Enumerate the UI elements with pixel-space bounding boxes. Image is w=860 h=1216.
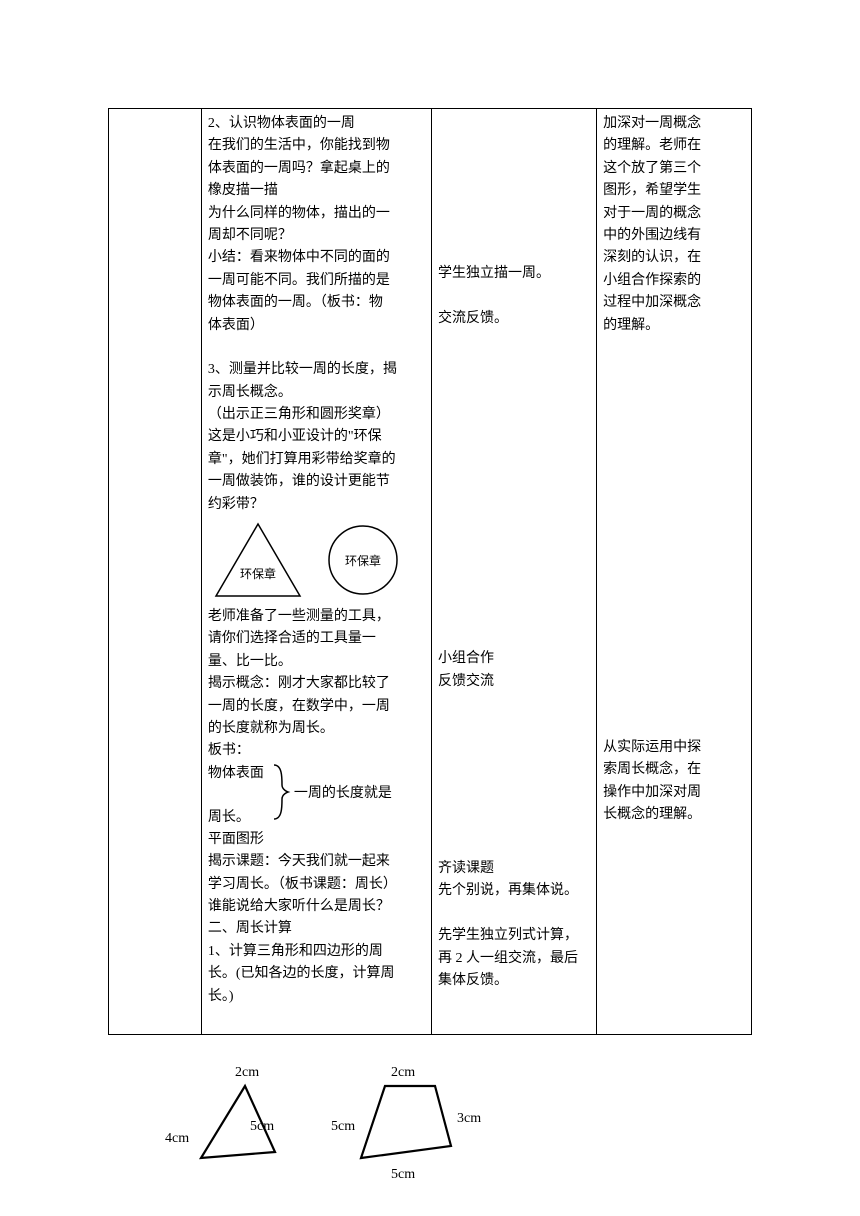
text: 先个别说，再集体说。: [438, 880, 590, 902]
text: 谁能说给大家听什么是周长？: [208, 896, 425, 918]
text: 二、周长计算: [208, 918, 425, 940]
footer-quad-icon: [361, 1086, 451, 1158]
triangle-label: 环保章: [240, 566, 276, 581]
cell-student-activity: 学生独立描一周。 交流反馈。 小组合作 反馈交流 齐读课题 先个别说，再集体说。…: [432, 109, 597, 1035]
text: 长概念的理解。: [603, 804, 745, 826]
text: 从实际运用中探: [603, 737, 745, 759]
text: 老师准备了一些测量的工具，: [208, 606, 425, 628]
lesson-plan-table: 2、认识物体表面的一周 在我们的生活中，你能找到物 体表面的一周吗？拿起桌上的 …: [108, 108, 752, 1035]
text: 量、比一比。: [208, 651, 425, 673]
text: 一周可能不同。我们所描的是: [208, 270, 425, 292]
text: 齐读课题: [438, 858, 590, 880]
cell-teacher-activity: 2、认识物体表面的一周 在我们的生活中，你能找到物 体表面的一周吗？拿起桌上的 …: [201, 109, 431, 1035]
text: 3、测量并比较一周的长度，揭: [208, 359, 425, 381]
label: 5cm: [391, 1167, 415, 1182]
text: 小结：看来物体中不同的面的: [208, 247, 425, 269]
text: 这是小巧和小亚设计的"环保: [208, 426, 425, 448]
text: 示周长概念。: [208, 382, 425, 404]
page-root: 2、认识物体表面的一周 在我们的生活中，你能找到物 体表面的一周吗？拿起桌上的 …: [0, 0, 860, 1216]
label: 2cm: [235, 1065, 259, 1080]
text: 中的外围边线有: [603, 225, 745, 247]
label: 2cm: [391, 1065, 415, 1080]
text: 再 2 人一组交流，最后: [438, 948, 590, 970]
text: 在我们的生活中，你能找到物: [208, 135, 425, 157]
text: 这个放了第三个: [603, 158, 745, 180]
text: 为什么同样的物体，描出的一: [208, 203, 425, 225]
text: 的长度就称为周长。: [208, 718, 425, 740]
text: 平面图形: [208, 829, 425, 851]
text: 橡皮描一描: [208, 180, 425, 202]
cell-design-intent: 加深对一周概念 的理解。老师在 这个放了第三个 图形，希望学生 对于一周的概念 …: [597, 109, 752, 1035]
text: 章"，她们打算用彩带给奖章的: [208, 449, 425, 471]
text: 索周长概念，在: [603, 759, 745, 781]
label: 4cm: [165, 1131, 189, 1146]
text: 操作中加深对周: [603, 782, 745, 804]
text: 过程中加深概念: [603, 292, 745, 314]
text: 先学生独立列式计算，: [438, 925, 590, 947]
label: 3cm: [457, 1111, 481, 1126]
label: 5cm: [331, 1119, 355, 1134]
text: 学生独立描一周。: [438, 263, 590, 285]
text: 一周的长度就是: [294, 783, 392, 805]
text: 1、计算三角形和四边形的周: [208, 941, 425, 963]
text: 反馈交流: [438, 671, 590, 693]
text: （出示正三角形和圆形奖章）: [208, 404, 425, 426]
badge-shapes: 环保章 环保章: [208, 516, 418, 606]
text: 揭示概念：刚才大家都比较了: [208, 673, 425, 695]
text: 体表面）: [208, 315, 425, 337]
brace-block: 物体表面 周长。 一周的长度就是: [208, 763, 425, 829]
text: 2、认识物体表面的一周: [208, 113, 425, 135]
text: 学习周长。（板书课题：周长）: [208, 874, 425, 896]
text: 一周做装饰，谁的设计更能节: [208, 471, 425, 493]
text: 的理解。老师在: [603, 135, 745, 157]
text: 的理解。: [603, 315, 745, 337]
text: 揭示课题：今天我们就一起来: [208, 851, 425, 873]
text: 交流反馈。: [438, 308, 590, 330]
text: 小组合作探索的: [603, 270, 745, 292]
footer-geometry-shapes: 2cm 4cm 5cm 2cm 5cm 3cm 5cm: [155, 1062, 575, 1192]
circle-label: 环保章: [345, 553, 381, 568]
cell-col1: [109, 109, 202, 1035]
text: 图形，希望学生: [603, 180, 745, 202]
text: 一周的长度，在数学中，一周: [208, 696, 425, 718]
label: 5cm: [250, 1119, 274, 1134]
text: 长。): [208, 986, 425, 1008]
text: 集体反馈。: [438, 970, 590, 992]
brace-icon: [270, 763, 292, 821]
text: 对于一周的概念: [603, 203, 745, 225]
text: 物体表面的一周。（板书：物: [208, 292, 425, 314]
text: 加深对一周概念: [603, 113, 745, 135]
text: 物体表面: [208, 763, 264, 785]
text: 体表面的一周吗？拿起桌上的: [208, 158, 425, 180]
text: 约彩带？: [208, 494, 425, 516]
text: 深刻的认识，在: [603, 247, 745, 269]
text: 长。(已知各边的长度，计算周: [208, 963, 425, 985]
triangle-icon: [216, 524, 300, 596]
text: 周长。: [208, 807, 250, 829]
text: 请你们选择合适的工具量一: [208, 628, 425, 650]
text: 板书：: [208, 740, 425, 762]
text: 小组合作: [438, 648, 590, 670]
text: 周却不同呢？: [208, 225, 425, 247]
